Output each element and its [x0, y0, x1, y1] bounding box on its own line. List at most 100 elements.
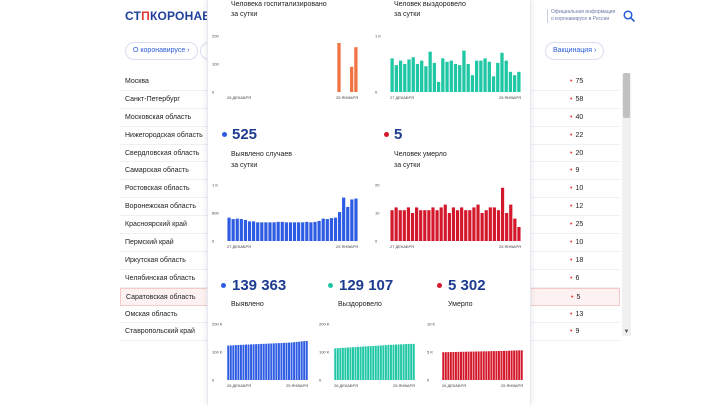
scroll-down-icon[interactable]: ▼ [623, 329, 630, 335]
red-dot-icon: • [570, 78, 573, 85]
chart-bar [394, 207, 398, 241]
chart-bar [292, 222, 297, 241]
red-dot-icon: • [570, 221, 573, 229]
region-value-text: 10 [575, 239, 584, 247]
chart-bar [270, 343, 273, 380]
chart-bar [443, 204, 447, 241]
scrollbar[interactable]: ▼ [622, 73, 631, 336]
chart-bar [256, 222, 260, 241]
chart-bar [459, 351, 462, 380]
x-tick-label: 27 ДЕКАБРЯ [227, 244, 251, 249]
site-logo[interactable]: СТПКОРОНАВИ [125, 9, 220, 23]
cases-day-chart: 0 800 1 K 27 ДЕКАБРЯ 25 ЯНВАРЯ [212, 183, 358, 250]
red-dot-icon: • [570, 149, 573, 157]
scrollbar-thumb[interactable] [623, 73, 630, 118]
chart-bar [483, 58, 487, 92]
recovered-day-label-2: за сутки [394, 11, 421, 18]
chart-bar [482, 351, 485, 380]
chart-bar [487, 61, 491, 92]
chart-bar [474, 60, 479, 92]
chart-bar [337, 212, 342, 241]
red-dot-icon: • [570, 239, 573, 247]
chart-bar [227, 217, 231, 241]
chart-bar [379, 345, 382, 380]
chart-bar [346, 347, 349, 380]
chart-bar [432, 62, 437, 92]
y-tick-label: 200 K [212, 322, 223, 327]
chart-bar [298, 341, 301, 380]
region-name: Красноярский край [125, 221, 187, 229]
chart-bar [232, 345, 235, 380]
region-value: • 20 [570, 145, 583, 163]
chart-bar [357, 346, 360, 380]
chart-bar [350, 199, 354, 241]
chart-bar [272, 343, 275, 380]
y-tick-label: 800 [212, 211, 219, 216]
hospitalized-chart: 0 100 200 26 ДЕКАБРЯ 25 ЯНВАРЯ [212, 34, 358, 101]
chart-bar [243, 220, 248, 241]
chart-bar [329, 218, 333, 241]
region-value-text: 20 [575, 149, 584, 157]
y-tick-label: 200 K [319, 322, 330, 327]
recovered-day-label-1: Человек выздоровело [394, 1, 466, 8]
total-deaths-chart: 0 5 K 10 K 26 ДЕКАБРЯ 25 ЯНВАРЯ [427, 322, 523, 389]
chart-bar [447, 352, 450, 380]
chart-bar [364, 346, 367, 380]
chart-bar [439, 207, 443, 241]
region-name: Саратовская область [126, 293, 196, 301]
region-value: • 40 [570, 109, 583, 127]
region-value-text: 22 [575, 131, 584, 139]
region-value-text: 13 [575, 310, 584, 318]
total-deaths-value: 5 302 [448, 277, 486, 294]
search-icon[interactable] [623, 10, 635, 22]
logo-text-2: П [141, 9, 150, 23]
chart-bar [420, 60, 424, 92]
chart-bar [288, 222, 293, 241]
chart-bar [520, 350, 523, 380]
chart-bar [455, 210, 460, 241]
region-value-text: 18 [575, 256, 584, 264]
nav-pill-about[interactable]: О коронавирусе › [125, 42, 198, 60]
x-tick-label: 25 ЯНВАРЯ [336, 244, 358, 249]
chart-bar [392, 344, 395, 380]
chart-bar [436, 81, 441, 92]
chart-bar [505, 350, 508, 380]
chart-bar [466, 64, 470, 92]
chart-bar [280, 221, 284, 241]
region-name: Пермский край [125, 239, 174, 247]
chart-bar [384, 345, 387, 380]
cases-day-label-2: за сутки [231, 162, 258, 169]
chart-bar [487, 351, 490, 380]
region-value: • 9 [570, 162, 579, 180]
chart-bar [415, 64, 420, 92]
total-recovered-value: 129 107 [339, 277, 394, 294]
chart-bar [492, 207, 496, 241]
chart-bar [336, 348, 339, 380]
cases-day-label-1: Выявлено случаев [231, 151, 292, 158]
chart-bar [362, 346, 365, 380]
chart-bar [447, 213, 451, 241]
chart-bar [260, 222, 264, 241]
chart-bar [449, 352, 452, 380]
deaths-day-value: 5 [394, 126, 403, 143]
chart-bar [513, 218, 517, 241]
chart-bar [305, 340, 308, 380]
chart-bar [255, 344, 258, 380]
region-value-text: 6 [575, 274, 580, 282]
nav-pill-vaccination[interactable]: Вакцинация › [545, 42, 605, 60]
chart-bar [354, 198, 358, 241]
chart-bar [394, 65, 398, 92]
chart-bar [234, 345, 237, 380]
chart-bar [441, 58, 445, 92]
chart-bar [285, 342, 288, 380]
chart-bar [305, 221, 309, 241]
chart-bar [402, 344, 405, 380]
chart-bar [341, 347, 344, 380]
chart-bar [268, 222, 272, 241]
chart-bar [415, 207, 419, 241]
chart-bar [513, 350, 516, 380]
chart-bar [227, 345, 230, 380]
chart-bar [470, 351, 473, 380]
total-recovered-label: Выздоровело [338, 301, 382, 308]
chart-bar [276, 221, 280, 241]
